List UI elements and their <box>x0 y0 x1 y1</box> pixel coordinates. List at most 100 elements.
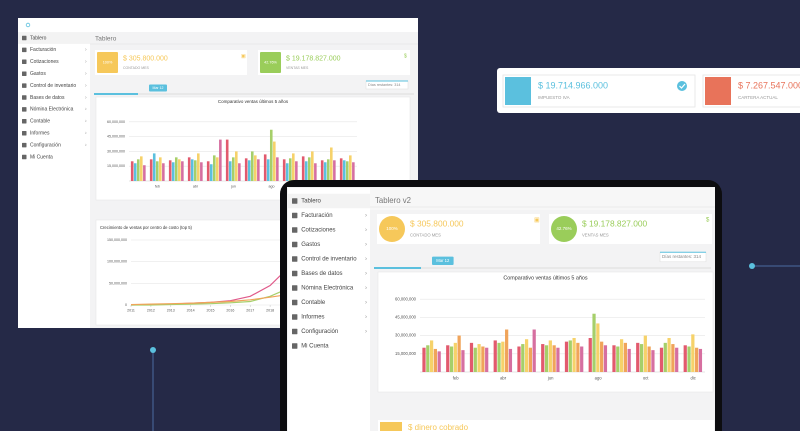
menu-icon <box>292 227 298 233</box>
menu-item: Configuración <box>301 329 338 335</box>
bar <box>517 346 521 372</box>
bar <box>247 160 251 181</box>
bar <box>330 147 333 181</box>
bar <box>304 161 308 181</box>
menu-icon <box>22 119 27 124</box>
menu-arrow: › <box>365 242 367 248</box>
sidebar <box>18 32 90 328</box>
bar <box>162 163 165 181</box>
bar <box>473 347 477 372</box>
check-icon <box>677 81 687 91</box>
bar <box>288 158 292 181</box>
menu-arrow: › <box>85 131 87 137</box>
bar <box>181 161 184 181</box>
card-label: CARTERA ACTUAL <box>738 95 778 100</box>
bar <box>485 347 489 372</box>
x-tick-label: ago <box>269 185 275 189</box>
kpi-icon: ▣ <box>534 218 540 224</box>
menu-item: Cotizaciones <box>301 228 335 234</box>
bar <box>231 157 235 181</box>
bar <box>616 346 620 372</box>
bar <box>477 344 481 372</box>
topbar <box>370 188 715 210</box>
bar <box>497 342 501 372</box>
bar <box>508 348 513 372</box>
bar <box>155 161 159 181</box>
bar <box>174 157 178 181</box>
bar <box>307 157 311 181</box>
bar <box>225 139 229 181</box>
decor-dot <box>150 347 156 353</box>
sidebar <box>288 188 370 431</box>
bar <box>152 153 156 181</box>
x-tick-label: abr <box>193 185 199 189</box>
menu-item: Gastos <box>301 242 320 248</box>
kpi-badge-text: 100% <box>386 226 398 231</box>
bar <box>687 346 691 372</box>
page-title: Tablero <box>95 36 117 43</box>
bar <box>643 335 647 372</box>
bar <box>422 347 426 372</box>
bar <box>671 344 675 372</box>
x-tick-label: feb <box>155 185 160 189</box>
footer-text: $ dinero cobrado <box>408 423 469 431</box>
card-label: IMPUESTO IVA <box>538 95 570 100</box>
bar <box>206 161 210 181</box>
kpi-badge-text: 42.76% <box>556 226 571 231</box>
bar <box>301 156 305 181</box>
menu-arrow: › <box>365 329 367 335</box>
bar <box>178 159 181 181</box>
bar <box>254 155 257 181</box>
bar <box>521 344 525 372</box>
remaining: Días restantes: 314 <box>368 83 401 87</box>
menu-item: Control de inventario <box>301 257 357 263</box>
menu-item: Control de inventario <box>30 83 76 89</box>
bar <box>133 163 137 181</box>
card <box>502 74 696 108</box>
bar <box>528 347 533 372</box>
bar <box>453 342 457 372</box>
bar <box>695 347 699 372</box>
bar <box>603 345 608 372</box>
tab-tooltip <box>149 84 167 92</box>
menu-arrow: › <box>85 142 87 148</box>
menu-item: Bases de datos <box>30 95 65 101</box>
menu-item: Informes <box>301 315 324 321</box>
kpi-card <box>95 50 247 75</box>
bar <box>193 160 197 181</box>
bar <box>282 159 286 181</box>
menu-item: Cotizaciones <box>30 59 59 65</box>
x-tick-label: jun <box>547 375 554 380</box>
menu-arrow: › <box>85 47 87 53</box>
bar <box>524 339 529 372</box>
bar <box>663 342 667 372</box>
bar <box>285 163 289 181</box>
menu-item: Tablero <box>301 199 321 205</box>
bar <box>493 340 497 372</box>
menu-item: Mi Cuenta <box>30 154 53 160</box>
y-tick-label: 45,000,000 <box>395 314 417 319</box>
bar <box>437 351 441 372</box>
menu-icon <box>292 299 298 306</box>
x-tick-label: dic <box>690 375 695 380</box>
y-tick-label: 45,000,000 <box>107 135 125 139</box>
bar <box>623 342 628 372</box>
menu-item: Configuración <box>30 142 61 148</box>
menu-icon <box>292 314 298 320</box>
bar <box>568 340 572 372</box>
menu-icon <box>22 107 27 112</box>
bar <box>457 335 461 372</box>
bar <box>532 329 536 372</box>
bar <box>159 157 162 181</box>
card-amount: $ 7.267.547.000 <box>738 80 800 90</box>
kpi-icon: $ <box>706 218 710 224</box>
bar <box>295 161 298 181</box>
bar <box>276 157 279 181</box>
x-tick-label: 2017 <box>246 309 254 313</box>
remaining: Días restantes: 314 <box>662 254 702 259</box>
kpi-badge <box>260 52 281 73</box>
menu-arrow: › <box>85 119 87 125</box>
menu-arrow: › <box>365 228 367 234</box>
bar <box>461 350 465 372</box>
x-tick-label: 2013 <box>167 309 175 313</box>
